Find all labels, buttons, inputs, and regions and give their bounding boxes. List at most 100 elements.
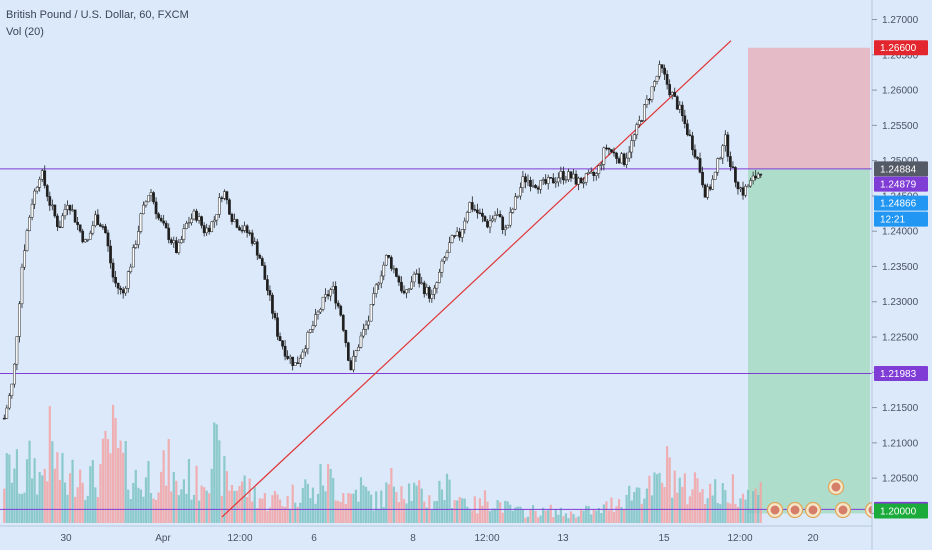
volume-bar xyxy=(111,404,115,523)
candle-body xyxy=(238,227,241,231)
volume-bar xyxy=(709,483,712,523)
volume-bar xyxy=(468,508,471,523)
candle-body xyxy=(665,74,669,85)
candle-body xyxy=(45,185,49,197)
candle-body xyxy=(559,171,563,179)
candle-body xyxy=(164,222,168,229)
volume-bar xyxy=(337,500,340,523)
volume-bar xyxy=(569,511,573,523)
candle-body xyxy=(637,120,641,125)
candle-body xyxy=(18,303,21,337)
price-tag-label: 1.26600 xyxy=(880,43,917,54)
price-tick-label: 1.21500 xyxy=(882,403,919,414)
candle-body xyxy=(154,201,158,215)
volume-bar xyxy=(190,499,193,523)
volume-bar xyxy=(352,493,355,523)
candle-body xyxy=(594,173,598,176)
candle-body xyxy=(212,219,216,223)
flag-icon-center xyxy=(838,505,848,515)
candle-body xyxy=(10,383,14,396)
candle-body xyxy=(615,152,618,159)
candle-body xyxy=(276,317,279,337)
volume-bar xyxy=(149,493,153,523)
candle-body xyxy=(607,147,611,150)
volume-bar xyxy=(499,502,502,523)
position-zones xyxy=(748,47,870,514)
volume-bar xyxy=(180,489,183,523)
price-tag-bg xyxy=(874,40,928,56)
candle-body xyxy=(582,182,585,184)
candle-body xyxy=(713,171,717,180)
price-axis-panel[interactable] xyxy=(872,0,932,550)
candle-body xyxy=(223,191,226,199)
candle-body xyxy=(688,134,692,137)
price-tag-bg xyxy=(874,195,928,211)
volume-bar xyxy=(752,491,755,523)
candle-body xyxy=(746,185,750,188)
volume-bar xyxy=(438,480,441,523)
candle-body xyxy=(599,164,603,166)
volume-bar xyxy=(48,406,51,523)
candle-body xyxy=(450,235,454,243)
candle-body xyxy=(379,275,383,284)
time-tick-label: 20 xyxy=(807,533,819,544)
volume-bar xyxy=(25,459,29,523)
volume-bar xyxy=(200,485,203,523)
candle-body xyxy=(88,232,92,240)
candle-body xyxy=(605,147,608,150)
candle-body xyxy=(448,242,451,253)
volume-bar xyxy=(276,494,279,523)
price-tick-label: 1.26000 xyxy=(882,86,919,97)
candle-body xyxy=(435,282,439,289)
candle-body xyxy=(574,173,578,185)
time-tick-label: 12:00 xyxy=(227,533,252,544)
candle-body xyxy=(427,287,431,299)
volume-bar xyxy=(20,493,24,523)
volume-bar xyxy=(623,508,626,523)
candle-body xyxy=(625,157,628,165)
candle-body xyxy=(617,158,621,164)
volume-bar xyxy=(466,506,469,523)
candle-body xyxy=(306,332,310,349)
candle-body xyxy=(253,241,257,244)
candle-body xyxy=(372,293,375,305)
candle-body xyxy=(703,184,707,198)
candle-body xyxy=(319,309,322,313)
candle-body xyxy=(663,67,666,75)
candle-body xyxy=(706,186,709,198)
candle-body xyxy=(589,171,593,174)
candle-body xyxy=(233,219,236,222)
volume-bar xyxy=(289,508,292,523)
candle-body xyxy=(116,282,120,289)
volume-bar xyxy=(633,492,636,523)
candle-body xyxy=(83,239,87,243)
candle-body xyxy=(5,407,9,419)
volume-bar xyxy=(387,484,390,523)
candle-body xyxy=(235,219,239,228)
candle-body xyxy=(397,276,401,283)
volume-bar xyxy=(339,502,342,523)
volume-bar xyxy=(719,504,722,523)
candle-body xyxy=(245,225,249,233)
volume-bar xyxy=(544,510,547,523)
volume-bar xyxy=(456,500,459,523)
candle-body xyxy=(458,231,462,238)
volume-bar xyxy=(94,487,97,523)
candle-body xyxy=(463,220,467,230)
volume-bar xyxy=(410,500,413,523)
candle-body xyxy=(291,356,295,366)
volume-bar xyxy=(218,440,221,523)
time-axis: 30 Apr 12:00 6 8 12:00 13 15 12:00 20 xyxy=(60,533,819,544)
volume-bar xyxy=(139,489,142,523)
volume-bar xyxy=(557,514,560,523)
candle-body xyxy=(597,165,601,174)
candle-body xyxy=(131,247,135,268)
candle-body xyxy=(731,166,735,168)
candle-body xyxy=(187,222,191,224)
volume-bar xyxy=(28,440,31,523)
candle-body xyxy=(215,214,219,221)
volume-bar xyxy=(53,468,56,523)
volume-bar xyxy=(574,517,578,523)
candle-body xyxy=(539,180,542,190)
